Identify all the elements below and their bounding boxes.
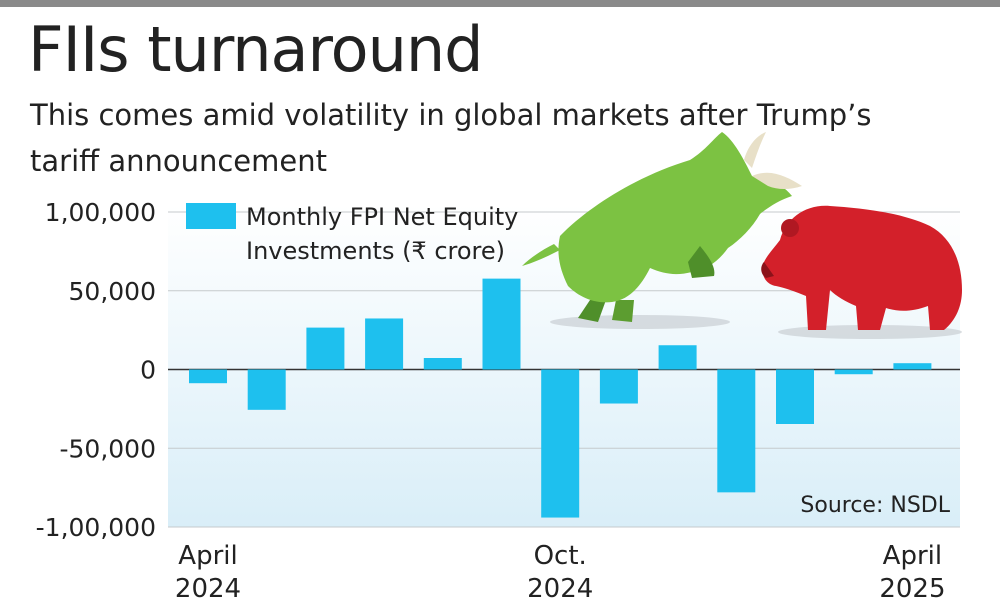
x-tick-label: April — [178, 541, 237, 571]
y-tick-label: 50,000 — [69, 277, 156, 306]
x-tick-label: 2024 — [175, 574, 241, 600]
bar-feb-2025 — [776, 369, 814, 424]
x-tick-label: Oct. — [534, 541, 587, 571]
chart-title: FIIs turnaround — [28, 13, 484, 86]
bar-july-2024 — [365, 318, 404, 370]
legend-label-line1: Monthly FPI Net Equity — [246, 203, 518, 231]
source-note: Source: NSDL — [800, 493, 950, 518]
bar-march-2025 — [834, 369, 873, 375]
bear-icon — [761, 205, 962, 339]
bar-april-2024 — [189, 369, 227, 384]
chart-subtitle: This comes amid volatility in global mar… — [30, 98, 872, 178]
x-tick-label: 2025 — [879, 574, 945, 600]
y-tick-label: 1,00,000 — [45, 198, 156, 227]
bar-jan-2025 — [717, 369, 756, 493]
bull-icon — [522, 132, 802, 329]
y-tick-label: -50,000 — [60, 434, 157, 463]
x-tick-label: 2024 — [527, 574, 593, 600]
bar-aug-2024 — [423, 358, 462, 370]
legend-swatch — [186, 203, 236, 229]
legend: Monthly FPI Net Equity Investments (₹ cr… — [186, 203, 518, 265]
top-rule — [0, 0, 1000, 7]
bar-oct-2024 — [541, 369, 580, 518]
bar-nov-2024 — [599, 369, 638, 404]
y-tick-label: -1,00,000 — [36, 513, 156, 542]
legend-label-line2: Investments (₹ crore) — [246, 237, 505, 265]
y-tick-label: 0 — [140, 356, 156, 385]
bar-sept-2024 — [482, 278, 521, 370]
bar-dec-2024 — [658, 345, 697, 370]
bar-june-2024 — [306, 327, 345, 370]
bar-april-2025 — [893, 363, 932, 370]
bar-may-2024 — [247, 369, 286, 410]
x-tick-label: April — [883, 541, 942, 571]
